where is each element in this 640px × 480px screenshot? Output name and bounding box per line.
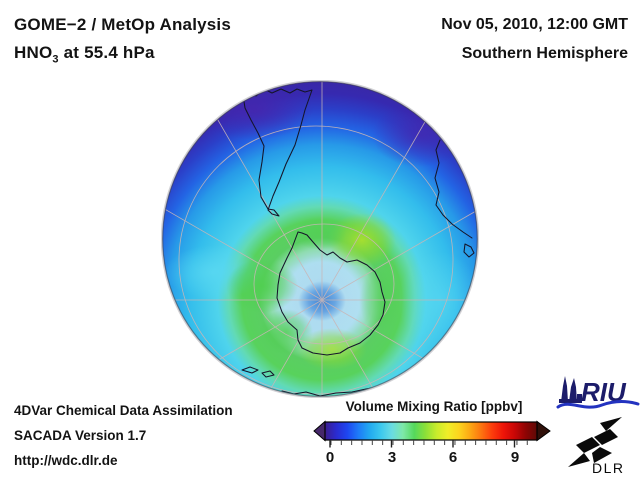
dlr-logo: DLR bbox=[568, 417, 625, 475]
species-text: HNO bbox=[14, 43, 53, 62]
south-america-coastline bbox=[242, 88, 313, 217]
colorbar-under-arrow bbox=[313, 420, 326, 442]
datetime-label: Nov 05, 2010, 12:00 GMT bbox=[441, 16, 628, 33]
colorbar-gradient bbox=[324, 421, 538, 441]
riu-wave-icon bbox=[556, 400, 640, 409]
colorbar-major-ticks bbox=[329, 440, 516, 448]
hemisphere-label: Southern Hemisphere bbox=[461, 45, 628, 62]
hemisphere-map bbox=[161, 80, 479, 398]
species-subscript: 3 bbox=[52, 53, 59, 66]
version-line: SACADA Version 1.7 bbox=[14, 428, 147, 443]
url-line: http://wdc.dlr.de bbox=[14, 453, 118, 468]
colorbar-tick-label: 3 bbox=[387, 449, 397, 466]
page-title: GOME−2 / MetOp Analysis bbox=[14, 15, 232, 34]
dlr-wordmark: DLR bbox=[592, 460, 625, 475]
new-zealand-coastline bbox=[241, 366, 275, 378]
cathedral-icon bbox=[559, 376, 582, 403]
globe-halo bbox=[161, 80, 479, 398]
colorbar bbox=[313, 420, 551, 448]
riu-logo: RIU bbox=[556, 376, 640, 409]
colorbar-title: Volume Mixing Ratio [ppbv] bbox=[345, 399, 523, 414]
globe-rim bbox=[162, 81, 478, 397]
dlr-star-icon bbox=[568, 417, 622, 467]
colorbar-tick-label: 6 bbox=[448, 449, 458, 466]
africa-coastline bbox=[434, 139, 473, 239]
species-level-label: HNO3 at 55.4 hPa bbox=[14, 43, 155, 65]
colorbar-over-arrow bbox=[536, 420, 551, 442]
attribution-line: 4DVar Chemical Data Assimilation bbox=[14, 403, 233, 418]
antarctica-coastline bbox=[276, 231, 386, 356]
level-text: at 55.4 hPa bbox=[58, 43, 155, 62]
colorbar-tick-label: 9 bbox=[510, 449, 520, 466]
madagascar-coastline bbox=[463, 243, 475, 258]
colorbar-tick-label: 0 bbox=[325, 449, 335, 466]
